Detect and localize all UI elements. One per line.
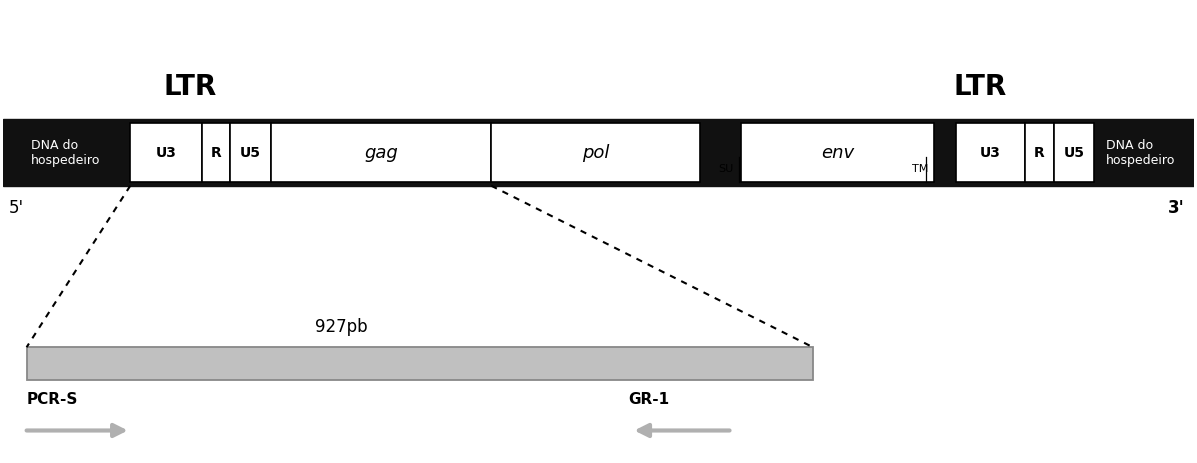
Text: U3: U3 bbox=[980, 145, 1001, 160]
Text: LTR: LTR bbox=[163, 73, 217, 101]
Text: U3: U3 bbox=[156, 145, 176, 160]
Text: 3': 3' bbox=[1168, 200, 1185, 218]
Text: PCR-S: PCR-S bbox=[26, 392, 78, 407]
Bar bbox=[741, 124, 935, 182]
Text: LTR: LTR bbox=[953, 73, 1007, 101]
Text: U5: U5 bbox=[1063, 145, 1084, 160]
Bar bbox=[2, 119, 1195, 186]
Bar bbox=[271, 124, 491, 182]
Bar bbox=[491, 124, 700, 182]
Text: gag: gag bbox=[364, 144, 397, 162]
Text: pol: pol bbox=[582, 144, 609, 162]
Bar bbox=[202, 124, 230, 182]
Text: TM: TM bbox=[912, 164, 929, 174]
Text: U5: U5 bbox=[241, 145, 261, 160]
Bar bbox=[956, 124, 1025, 182]
Text: 5': 5' bbox=[8, 200, 24, 218]
Text: SU: SU bbox=[718, 164, 734, 174]
Text: DNA do
hospedeiro: DNA do hospedeiro bbox=[1106, 138, 1175, 167]
Text: GR-1: GR-1 bbox=[628, 392, 669, 407]
Bar bbox=[26, 347, 813, 380]
Text: R: R bbox=[1034, 145, 1045, 160]
Text: 927pb: 927pb bbox=[315, 318, 367, 336]
Bar bbox=[130, 124, 202, 182]
Text: env: env bbox=[821, 144, 855, 162]
Text: DNA do
hospedeiro: DNA do hospedeiro bbox=[31, 138, 101, 167]
Text: R: R bbox=[211, 145, 221, 160]
Bar bbox=[230, 124, 271, 182]
Bar bbox=[1025, 124, 1053, 182]
Bar bbox=[1053, 124, 1094, 182]
